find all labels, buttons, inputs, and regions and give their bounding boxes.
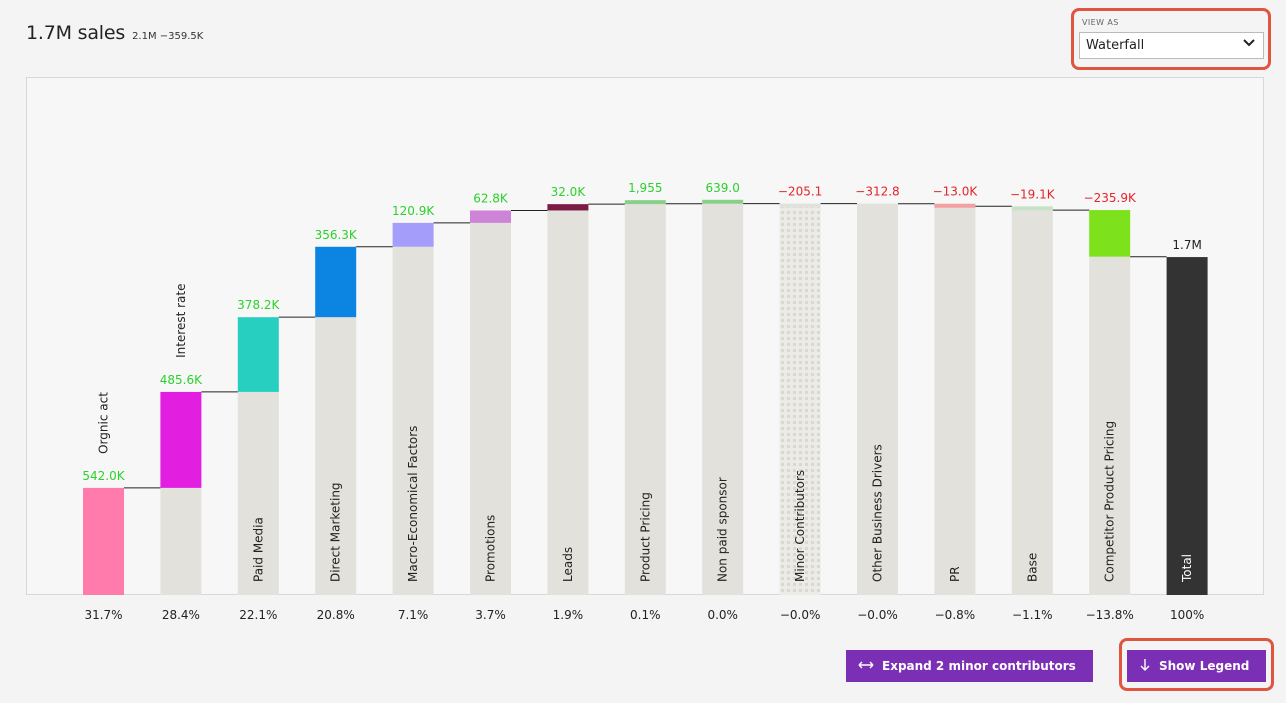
pct-label-interest-rate: 28.4% [162,608,200,622]
pct-label-other-business-drivers: −0.0% [857,608,898,622]
pct-label-non-paid-sponsor: 0.0% [707,608,738,622]
category-label-other-business-drivers: Other Business Drivers [871,444,885,582]
value-label-product-pricing: 1,955 [628,181,662,195]
pct-label-paid-media: 22.1% [239,608,277,622]
category-label-product-pricing: Product Pricing [638,492,652,582]
category-label-minor-contributors: Minor Contributors [793,470,807,582]
chevron-down-icon [1243,37,1255,53]
bar-direct-marketing[interactable] [315,246,357,318]
double-arrow-icon [858,659,874,673]
value-label-direct-marketing: 356.3K [315,228,358,242]
value-label-competitor-product-pricing: −235.9K [1084,191,1137,205]
value-label-total: 1.7M [1172,238,1201,252]
page-title: 1.7M sales [26,22,126,44]
page-subtitle: 2.1M −359.5K [132,31,204,42]
pct-label-direct-marketing: 20.8% [317,608,355,622]
category-label-orgnic-act: Orgnic act [97,392,111,454]
pct-label-orgnic-act: 31.7% [84,608,122,622]
category-label-base: Base [1025,553,1039,582]
bar-pr[interactable] [934,203,976,208]
expand-minor-contributors-button[interactable]: Expand 2 minor contributors [846,650,1093,682]
legend-label: Show Legend [1159,659,1250,673]
value-label-non-paid-sponsor: 639.0 [706,181,740,195]
bar-macro-economical-factors[interactable] [392,222,434,247]
bar-base-competitor-product-pricing[interactable] [1089,256,1131,595]
bar-non-paid-sponsor[interactable] [702,199,744,204]
bar-base-other-business-drivers[interactable] [857,203,898,595]
pct-label-pr: −0.8% [935,608,976,622]
bar-total[interactable] [1166,257,1208,595]
bar-orgnic-act[interactable] [83,487,124,595]
category-label-paid-media: Paid Media [251,517,265,582]
category-label-promotions: Promotions [484,515,498,582]
bar-base-non-paid-sponsor[interactable] [702,203,744,595]
bar-base-base[interactable] [1011,210,1053,595]
pct-label-leads: 1.9% [553,608,584,622]
category-label-non-paid-sponsor: Non paid sponsor [716,477,730,582]
arrow-down-icon [1139,658,1151,674]
bar-base-pr[interactable] [934,206,976,596]
bar-base-interest-rate[interactable] [160,487,202,595]
value-label-other-business-drivers: −312.8 [855,185,899,199]
bar-base-paid-media[interactable] [237,391,279,595]
bar-base-promotions[interactable] [470,222,511,595]
value-label-interest-rate: 485.6K [160,373,203,387]
bar-minor-contributors[interactable] [779,203,821,208]
view-as-label: VIEW AS [1082,18,1119,27]
bar-base-product-pricing[interactable] [624,204,666,595]
category-label-interest-rate: Interest rate [174,283,188,357]
show-legend-highlight [1119,638,1274,691]
pct-label-total: 100% [1170,608,1204,622]
bar-promotions[interactable] [470,210,511,223]
category-label-macro-economical-factors: Macro-Economical Factors [406,426,420,582]
bar-leads[interactable] [547,204,589,211]
bar-base[interactable] [1011,206,1053,211]
bar-base-leads[interactable] [547,210,589,596]
bar-competitor-product-pricing[interactable] [1089,210,1131,257]
value-label-base: −19.1K [1010,187,1056,201]
category-label-pr: PR [948,566,962,582]
value-label-macro-economical-factors: 120.9K [392,204,435,218]
pct-label-minor-contributors: −0.0% [780,608,821,622]
view-as-value: Waterfall [1086,38,1145,53]
pct-label-macro-economical-factors: 7.1% [398,608,429,622]
value-label-pr: −13.0K [933,185,979,199]
value-label-minor-contributors: −205.1 [778,185,822,199]
bar-base-direct-marketing[interactable] [315,317,357,595]
show-legend-button[interactable]: Show Legend [1127,650,1266,682]
pct-label-promotions: 3.7% [475,608,506,622]
category-label-leads: Leads [561,547,575,582]
bar-other-business-drivers[interactable] [857,203,898,208]
value-label-promotions: 62.8K [473,191,509,205]
category-label-total: Total [1180,554,1194,583]
bar-paid-media[interactable] [237,317,279,392]
bar-interest-rate[interactable] [160,391,202,488]
value-label-paid-media: 378.2K [237,298,280,312]
pct-label-competitor-product-pricing: −13.8% [1086,608,1134,622]
category-label-competitor-product-pricing: Competitor Product Pricing [1103,421,1117,582]
expand-label: Expand 2 minor contributors [882,659,1076,673]
view-as-select[interactable]: Waterfall [1079,32,1264,59]
bar-product-pricing[interactable] [624,200,666,205]
value-label-leads: 32.0K [551,185,587,199]
chart-header: 1.7M sales 2.1M −359.5K [26,22,203,44]
value-label-orgnic-act: 542.0K [82,469,125,483]
pct-label-base: −1.1% [1012,608,1053,622]
bar-base-minor-contributors[interactable] [779,203,821,596]
bar-base-macro-economical-factors[interactable] [392,246,434,595]
view-as-control: VIEW AS Waterfall [1071,8,1271,70]
waterfall-chart: 542.0K 31.7% Orgnic act 485.6K 28.4% Interest… [82,181,1208,622]
category-label-direct-marketing: Direct Marketing [329,482,343,582]
pct-label-product-pricing: 0.1% [630,608,661,622]
